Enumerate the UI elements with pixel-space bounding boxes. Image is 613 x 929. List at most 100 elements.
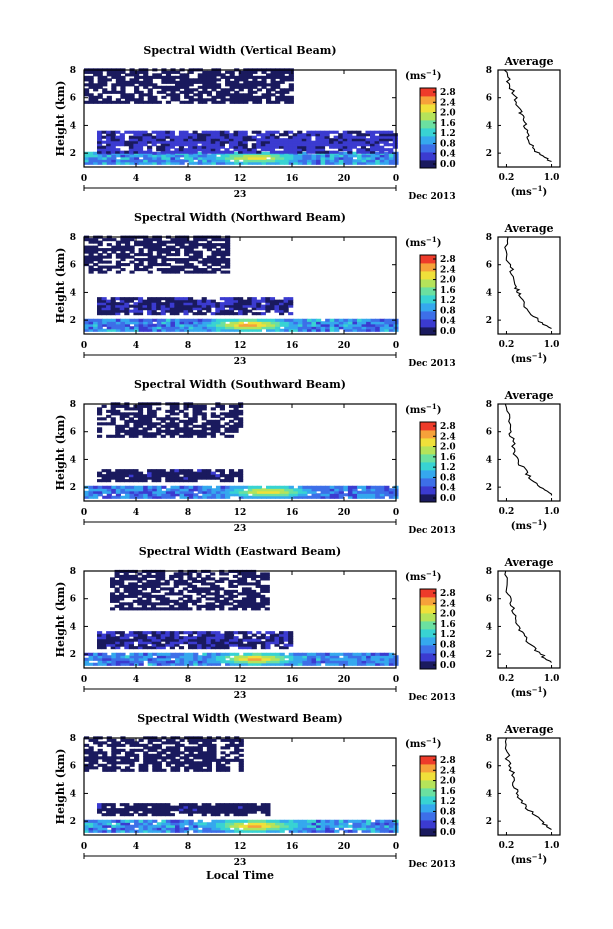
- heatmap-cell: [302, 321, 308, 325]
- heatmap-cell: [170, 245, 176, 249]
- heatmap-cell: [175, 154, 181, 158]
- heatmap-cell: [174, 471, 180, 475]
- heatmap-cell: [161, 490, 167, 494]
- heatmap-cell: [128, 592, 134, 596]
- heatmap-cell: [106, 819, 112, 823]
- heatmap-cell: [88, 75, 94, 79]
- heatmap-cell: [169, 143, 175, 147]
- heatmap-cell: [197, 270, 203, 274]
- heatmap-cell: [347, 159, 354, 163]
- heatmap-cell: [88, 250, 94, 254]
- heatmap-cell: [228, 641, 235, 645]
- heatmap-cell: [206, 810, 212, 814]
- heatmap-cell: [88, 253, 94, 257]
- heatmap-cell: [88, 495, 94, 499]
- heatmap-cell: [234, 98, 240, 102]
- heatmap-cell: [115, 248, 121, 252]
- heatmap-cell: [175, 657, 181, 661]
- heatmap-cell: [292, 138, 298, 142]
- heatmap-cell: [197, 98, 203, 102]
- heatmap-cell: [178, 145, 185, 149]
- heatmap-cell: [179, 83, 185, 87]
- heatmap-cell: [215, 309, 221, 313]
- heatmap-cell: [179, 819, 185, 823]
- heatmap-cell: [374, 140, 380, 144]
- average-x-label-base: (ms: [511, 688, 532, 699]
- heatmap-cell: [261, 655, 267, 659]
- heatmap-cell: [261, 326, 267, 330]
- heatmap-cell: [210, 429, 216, 433]
- heatmap-cell: [134, 824, 140, 828]
- heatmap-cell: [251, 643, 257, 647]
- heatmap-cell: [251, 641, 257, 645]
- heatmap-cell: [220, 238, 226, 242]
- heatmap-cell: [193, 822, 199, 826]
- heatmap-cell: [255, 579, 261, 583]
- heatmap-cell: [188, 328, 194, 332]
- heatmap-cell: [320, 490, 326, 494]
- heatmap-cell: [384, 328, 390, 332]
- heatmap-cell: [220, 328, 226, 332]
- heatmap-cell: [133, 133, 139, 137]
- heatmap-cell: [169, 587, 175, 591]
- heatmap-cell: [275, 495, 281, 499]
- heatmap-cell: [93, 766, 99, 770]
- heatmap-cell: [357, 485, 363, 489]
- heatmap-cell: [161, 321, 167, 325]
- heatmap-cell: [215, 822, 222, 826]
- heatmap-cell: [270, 83, 276, 87]
- heatmap-cell: [147, 148, 153, 152]
- heatmap-cell: [251, 299, 257, 303]
- heatmap-cell: [366, 318, 372, 322]
- heatmap-cell: [366, 159, 372, 163]
- heatmap-cell: [210, 592, 216, 596]
- heatmap-cell: [201, 643, 207, 647]
- heatmap-cell: [275, 652, 281, 656]
- heatmap-cell: [120, 743, 126, 747]
- heatmap-cell: [156, 243, 162, 247]
- average-x-label-base: (ms: [511, 521, 532, 532]
- heatmap-cell: [233, 813, 239, 817]
- heatmap-cell: [115, 824, 121, 828]
- heatmap-cell: [193, 88, 199, 92]
- heatmap-cell: [119, 299, 125, 303]
- heatmap-cell: [147, 302, 153, 306]
- heatmap-cell: [88, 819, 94, 823]
- heatmap-cell: [93, 829, 99, 833]
- heatmap-cell: [193, 824, 199, 828]
- heatmap-cell: [165, 432, 171, 436]
- heatmap-cell: [224, 140, 230, 144]
- heatmap-cell: [124, 488, 131, 492]
- heatmap-cell: [173, 599, 179, 603]
- heatmap-cell: [178, 572, 184, 576]
- heatmap-cell: [93, 819, 99, 823]
- heatmap-cell: [232, 589, 238, 593]
- heatmap-cell: [197, 743, 203, 747]
- heatmap-cell: [178, 479, 185, 483]
- heatmap-cell: [152, 73, 158, 77]
- heatmap-cell: [329, 150, 335, 154]
- heatmap-cell: [243, 326, 249, 330]
- heatmap-cell: [242, 805, 248, 809]
- heatmap-cell: [137, 414, 144, 418]
- heatmap-cell: [175, 655, 181, 659]
- heatmap-cell: [215, 133, 221, 137]
- heatmap-cell: [188, 83, 194, 87]
- heatmap-cell: [102, 161, 108, 165]
- heatmap-cell: [137, 138, 144, 142]
- heatmap-cell: [115, 83, 121, 87]
- heatmap-cell: [211, 758, 217, 762]
- heatmap-cell: [170, 748, 176, 752]
- heatmap-cell: [124, 309, 130, 313]
- average-y-tick-label: 6: [486, 94, 492, 104]
- heatmap-cell: [316, 819, 322, 823]
- heatmap-cell: [375, 159, 381, 163]
- heatmap-cell: [156, 135, 162, 139]
- heatmap-cell: [188, 469, 194, 473]
- heatmap-cell: [275, 824, 281, 828]
- heatmap-cell: [115, 488, 121, 492]
- heatmap-cell: [357, 159, 363, 163]
- heatmap-cell: [284, 78, 290, 82]
- heatmap-cell: [247, 660, 253, 664]
- heatmap-cell: [192, 646, 198, 650]
